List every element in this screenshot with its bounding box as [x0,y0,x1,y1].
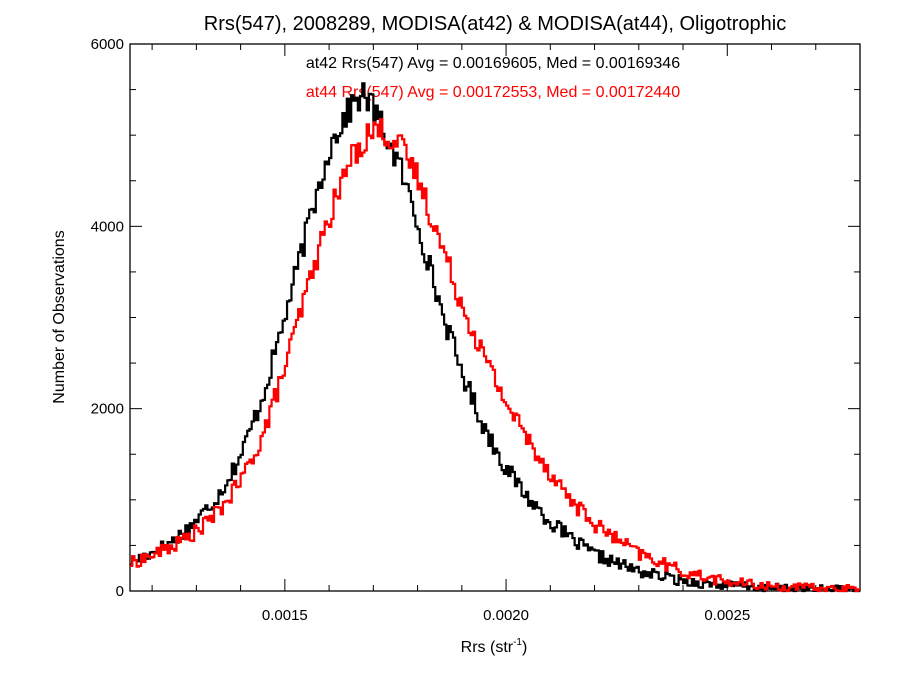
chart-title: Rrs(547), 2008289, MODISA(at42) & MODISA… [204,13,786,35]
at42-stats-annotation: at42 Rrs(547) Avg = 0.00169605, Med = 0.… [306,55,680,72]
y-tick-label: 4000 [91,218,124,235]
x-tick-label: 0.0020 [483,607,529,624]
y-tick-label: 2000 [91,401,124,418]
x-axis-label: Rrs (str-1) [461,637,528,656]
x-axis-label-close: ) [522,639,527,656]
axis-ticks: 0 2000 4000 6000 0.0015 0.0020 0.0025 [91,36,861,624]
histogram-series [130,82,860,593]
x-tick-label: 0.0015 [262,607,308,624]
y-tick-label: 0 [116,583,124,600]
x-tick-label: 0.0025 [704,607,750,624]
histogram-series-1 [130,117,860,593]
at44-stats-annotation: at44 Rrs(547) Avg = 0.00172553, Med = 0.… [306,84,680,101]
histogram-series-0 [130,82,860,593]
plot-frame [129,43,861,592]
y-axis-label: Number of Observations [51,230,68,403]
x-axis-label-main: Rrs (str [461,639,514,656]
x-axis-label-sup: -1 [513,637,522,648]
y-tick-label: 6000 [91,36,124,53]
